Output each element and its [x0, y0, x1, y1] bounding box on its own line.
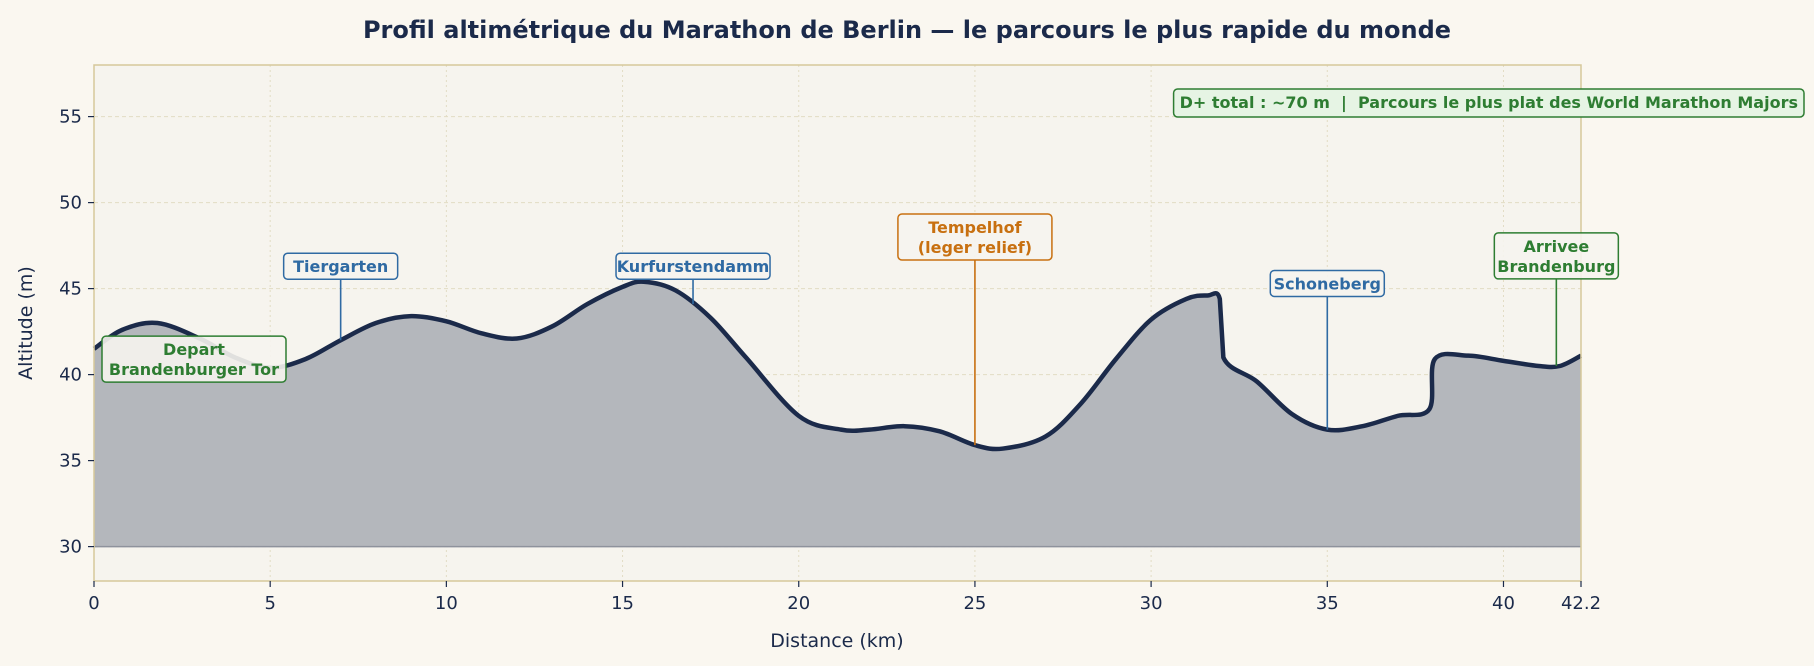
elevation-line — [92, 279, 1583, 452]
plot-frame — [93, 64, 1582, 582]
x-tick-label: 15 — [611, 593, 634, 614]
annotation: Schoneberg — [1269, 269, 1386, 430]
y-tick-label: 35 — [59, 451, 82, 472]
y-tick-label: 50 — [59, 193, 82, 214]
x-tick-label: 35 — [1316, 593, 1339, 614]
annotation-box — [615, 252, 771, 280]
annotation-label: Depart Brandenburger Tor — [109, 340, 279, 379]
x-tick-label: 42.2 — [1561, 593, 1601, 614]
x-tick-label: 40 — [1492, 593, 1515, 614]
annotation-label: Tempelhof (leger relief) — [918, 218, 1032, 257]
annotation: Kurfurstendamm — [615, 252, 771, 305]
chart-title: Profil altimétrique du Marathon de Berli… — [363, 16, 1451, 44]
elevation-fill — [94, 281, 1581, 547]
x-tick-label: 25 — [963, 593, 986, 614]
info-box-text: D+ total : ~70 m | Parcours le plus plat… — [1180, 93, 1798, 113]
x-tick-label: 30 — [1140, 593, 1163, 614]
annotation-box — [101, 335, 287, 383]
annotation-label: Arrivee Brandenburg — [1497, 237, 1615, 276]
annotation: Arrivee Brandenburg — [1493, 232, 1620, 366]
x-tick-label: 10 — [435, 593, 458, 614]
y-axis-label: Altitude (m) — [15, 266, 37, 380]
x-tick-label: 20 — [787, 593, 810, 614]
annotation-label: Kurfurstendamm — [617, 257, 770, 276]
x-tick-label: 0 — [88, 593, 99, 614]
y-tick-label: 45 — [59, 279, 82, 300]
axis-ticks: 0 5 10 15 20 25 30 35 40 42.2 30 35 40 45 50 55 — [59, 107, 1601, 614]
annotation: Depart Brandenburger Tor — [101, 335, 287, 383]
annotation-box — [897, 213, 1053, 261]
info-box: D+ total : ~70 m | Parcours le plus plat… — [1172, 88, 1805, 118]
x-tick-label: 5 — [264, 593, 275, 614]
annotation-label: Tiergarten — [293, 257, 388, 276]
y-tick-label: 30 — [59, 537, 82, 558]
annotation-label: Schoneberg — [1274, 274, 1381, 293]
annotation-box — [282, 252, 399, 280]
annotations: Depart Brandenburger Tor Tiergarten Kurfurs… — [101, 213, 1620, 446]
x-axis-label: Distance (km) — [770, 630, 903, 652]
annotation-box — [1493, 232, 1620, 280]
annotation: Tiergarten — [282, 252, 399, 341]
y-tick-label: 55 — [59, 107, 82, 128]
y-tick-label: 40 — [59, 365, 82, 386]
annotation: Tempelhof (leger relief) — [897, 213, 1053, 446]
annotation-box — [1269, 269, 1386, 298]
